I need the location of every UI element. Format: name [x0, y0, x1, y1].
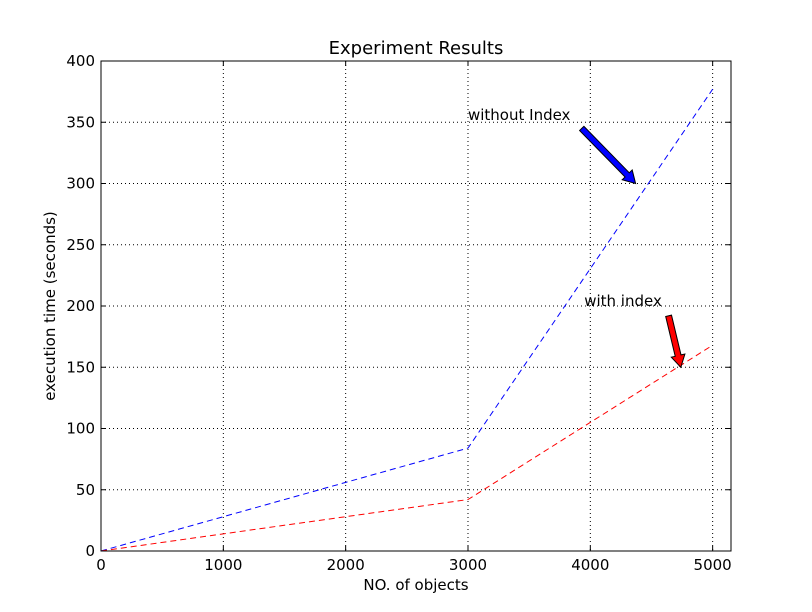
series-line-1 [100, 344, 713, 552]
y-axis-label: execution time (seconds) [41, 211, 59, 401]
x-tick-label: 3000 [449, 556, 487, 574]
x-tick-label: 0 [96, 556, 106, 574]
series-line-0 [100, 88, 714, 552]
plot-frame [100, 60, 732, 552]
x-tick-label: 5000 [694, 556, 732, 574]
x-tick-label: 4000 [571, 556, 609, 574]
annotation-text: without Index [468, 106, 571, 124]
annotation-text: with index [584, 292, 662, 310]
annotation-arrow [665, 314, 686, 369]
y-tick-label: 0 [85, 542, 95, 560]
chart-title: Experiment Results [329, 38, 504, 59]
x-tick-label: 1000 [204, 556, 242, 574]
y-tick-label: 350 [66, 113, 95, 131]
y-tick-label: 50 [76, 481, 95, 499]
y-tick-label: 400 [66, 52, 95, 70]
y-tick-label: 300 [66, 175, 95, 193]
series-layer [100, 88, 714, 552]
x-tick-label: 2000 [327, 556, 365, 574]
x-axis-label: NO. of objects [363, 576, 468, 594]
y-tick-label: 200 [66, 297, 95, 315]
y-tick-label: 100 [66, 420, 95, 438]
annotation-layer: without Index with index [468, 106, 686, 369]
annotation-arrow [578, 125, 637, 185]
y-tick-label: 250 [66, 236, 95, 254]
y-tick-label: 150 [66, 358, 95, 376]
